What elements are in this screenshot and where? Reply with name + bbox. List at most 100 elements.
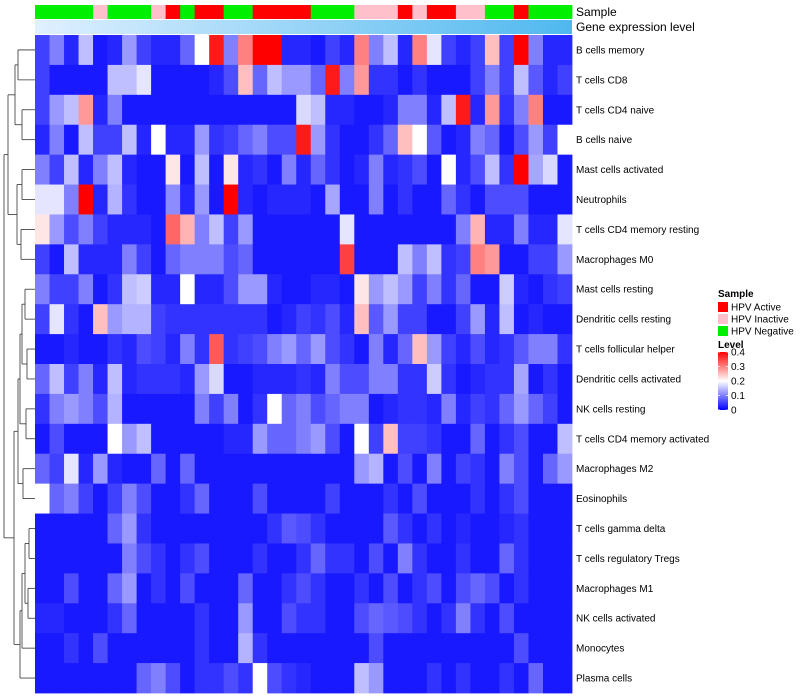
heatmap-cell <box>441 453 457 485</box>
row-label: Mast cells resting <box>576 285 653 296</box>
heatmap-cell <box>267 184 283 215</box>
heatmap-cell <box>542 633 558 664</box>
heatmap-cell <box>339 124 355 156</box>
heatmap-cell <box>441 35 457 66</box>
heatmap-cell <box>35 64 50 96</box>
heatmap-cell <box>180 244 196 275</box>
heatmap-cell <box>180 214 196 245</box>
heatmap-cell <box>64 364 79 395</box>
heatmap-cell <box>151 603 167 634</box>
heatmap-cell <box>354 214 370 245</box>
heatmap-cell <box>455 603 471 634</box>
heatmap-cell <box>238 274 254 305</box>
heatmap-cell <box>325 274 341 305</box>
heatmap-cell <box>136 573 152 604</box>
heatmap-cell <box>136 663 152 694</box>
heatmap-cell <box>296 304 312 335</box>
heatmap-cell <box>281 304 297 335</box>
heatmap-cell <box>194 184 210 215</box>
heatmap-cell <box>484 483 500 514</box>
heatmap-cell <box>267 393 283 425</box>
heatmap-cell <box>64 633 79 664</box>
heatmap-cell <box>368 94 384 126</box>
heatmap-cell <box>412 513 428 544</box>
heatmap-cell <box>441 124 457 156</box>
heatmap-cell <box>180 633 196 664</box>
heatmap-cell <box>368 35 384 66</box>
heatmap-cell <box>325 244 341 275</box>
heatmap-cell <box>267 244 283 275</box>
row-label: Dendritic cells resting <box>576 315 671 326</box>
heatmap-cell <box>78 543 94 574</box>
heatmap-cell <box>528 154 544 185</box>
legend-swatch <box>718 314 728 324</box>
heatmap-cell <box>542 603 558 634</box>
heatmap-cell <box>180 154 196 185</box>
heatmap-cell <box>383 334 399 365</box>
heatmap-cell <box>252 453 268 485</box>
heatmap-cell <box>455 483 471 514</box>
heatmap-cell <box>455 304 471 335</box>
heatmap-cell <box>470 154 486 185</box>
heatmap-cell <box>180 543 196 574</box>
heatmap-cell <box>383 633 399 664</box>
heatmap-cell <box>325 543 341 574</box>
heatmap-cell <box>499 94 515 126</box>
heatmap-cell <box>426 393 442 425</box>
heatmap-cell <box>252 573 268 604</box>
heatmap-cell <box>499 184 515 215</box>
heatmap-cell <box>107 453 123 485</box>
sample-annotation-cell <box>499 5 515 19</box>
heatmap-cell <box>397 154 413 185</box>
row-label: T cells CD4 memory resting <box>576 225 699 236</box>
heatmap-cell <box>354 633 370 664</box>
heatmap-cell <box>194 513 210 544</box>
heatmap-cell <box>136 274 152 305</box>
heatmap-cell <box>49 214 65 245</box>
heatmap-cell <box>470 244 486 275</box>
heatmap-cell <box>35 274 50 305</box>
heatmap-cell <box>557 334 573 365</box>
heatmap-cell <box>223 603 239 634</box>
heatmap-cell <box>281 663 297 694</box>
heatmap-cell <box>252 124 268 156</box>
heatmap-cell <box>484 214 500 245</box>
heatmap-cell <box>209 124 225 156</box>
heatmap-cell <box>383 364 399 395</box>
heatmap-cell <box>412 244 428 275</box>
heatmap-cell <box>499 663 515 694</box>
heatmap-cell <box>151 214 167 245</box>
heatmap-cell <box>455 94 471 126</box>
heatmap-cell <box>397 483 413 514</box>
heatmap-cell <box>252 244 268 275</box>
heatmap-cell <box>136 603 152 634</box>
heatmap-cell <box>238 94 254 126</box>
heatmap-cell <box>281 334 297 365</box>
row-label: Dendritic cells activated <box>576 374 681 385</box>
heatmap-cell <box>354 603 370 634</box>
heatmap-cell <box>78 334 94 365</box>
heatmap-cell <box>180 364 196 395</box>
heatmap-cell <box>281 603 297 634</box>
heatmap-cell <box>310 304 326 335</box>
heatmap-cell <box>557 94 573 126</box>
heatmap-cell <box>78 64 94 96</box>
heatmap-cell <box>209 513 225 544</box>
heatmap-cell <box>296 513 312 544</box>
heatmap-cell <box>397 64 413 96</box>
heatmap-cell <box>354 274 370 305</box>
heatmap-cell <box>339 573 355 604</box>
heatmap-cell <box>455 244 471 275</box>
heatmap-cell <box>499 543 515 574</box>
heatmap-cell <box>35 364 50 395</box>
heatmap-cell <box>368 64 384 96</box>
heatmap-cell <box>484 364 500 395</box>
heatmap-cell <box>426 304 442 335</box>
heatmap-cell <box>499 453 515 485</box>
heatmap-cell <box>223 304 239 335</box>
heatmap-cell <box>151 423 167 455</box>
heatmap-cell <box>281 543 297 574</box>
heatmap-cell <box>557 483 573 514</box>
heatmap-cell <box>49 94 65 126</box>
row-label: Mast cells activated <box>576 165 663 176</box>
